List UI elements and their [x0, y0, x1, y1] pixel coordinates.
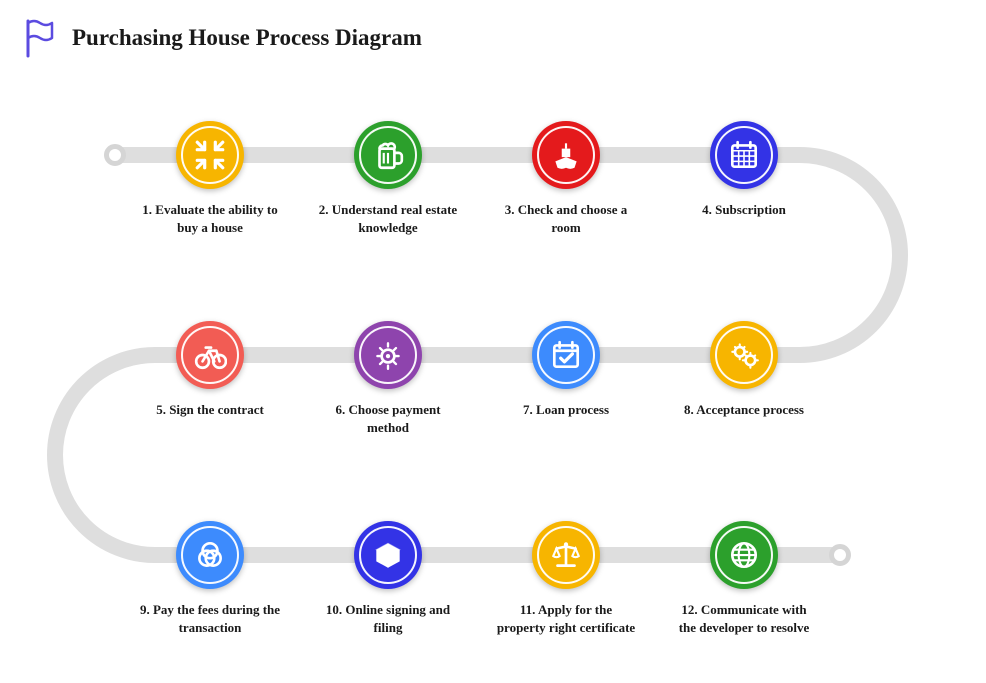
step-circle: [532, 521, 600, 589]
process-step-4: 4. Subscription: [669, 121, 819, 219]
step-circle: [532, 121, 600, 189]
step-label: 6. Choose payment method: [313, 401, 463, 436]
step-label: 1. Evaluate the ability to buy a house: [135, 201, 285, 236]
process-step-1: 1. Evaluate the ability to buy a house: [135, 121, 285, 236]
step-circle: [176, 521, 244, 589]
step-label: 4. Subscription: [669, 201, 819, 219]
step-circle: [710, 521, 778, 589]
process-step-12: 12. Communicate with the developer to re…: [669, 521, 819, 636]
step-circle: [176, 121, 244, 189]
step-circle: [710, 321, 778, 389]
process-step-9: 9. Pay the fees during the transaction: [135, 521, 285, 636]
end-endpoint: [829, 544, 851, 566]
step-label: 8. Acceptance process: [669, 401, 819, 419]
step-label: 5. Sign the contract: [135, 401, 285, 419]
step-circle: [176, 321, 244, 389]
process-step-11: 11. Apply for the property right certifi…: [491, 521, 641, 636]
start-endpoint: [104, 144, 126, 166]
step-circle: [354, 321, 422, 389]
step-circle: [354, 521, 422, 589]
process-step-6: 6. Choose payment method: [313, 321, 463, 436]
step-circle: [532, 321, 600, 389]
process-step-5: 5. Sign the contract: [135, 321, 285, 419]
step-label: 7. Loan process: [491, 401, 641, 419]
process-step-10: 10. Online signing and filing: [313, 521, 463, 636]
process-step-7: 7. Loan process: [491, 321, 641, 419]
step-label: 9. Pay the fees during the transaction: [135, 601, 285, 636]
process-diagram: 1. Evaluate the ability to buy a house 2.…: [0, 0, 986, 683]
step-circle: [710, 121, 778, 189]
step-label: 10. Online signing and filing: [313, 601, 463, 636]
step-label: 11. Apply for the property right certifi…: [491, 601, 641, 636]
step-label: 12. Communicate with the developer to re…: [669, 601, 819, 636]
process-step-2: 2. Understand real estate knowledge: [313, 121, 463, 236]
process-step-8: 8. Acceptance process: [669, 321, 819, 419]
step-label: 3. Check and choose a room: [491, 201, 641, 236]
step-label: 2. Understand real estate knowledge: [313, 201, 463, 236]
process-step-3: 3. Check and choose a room: [491, 121, 641, 236]
step-circle: [354, 121, 422, 189]
